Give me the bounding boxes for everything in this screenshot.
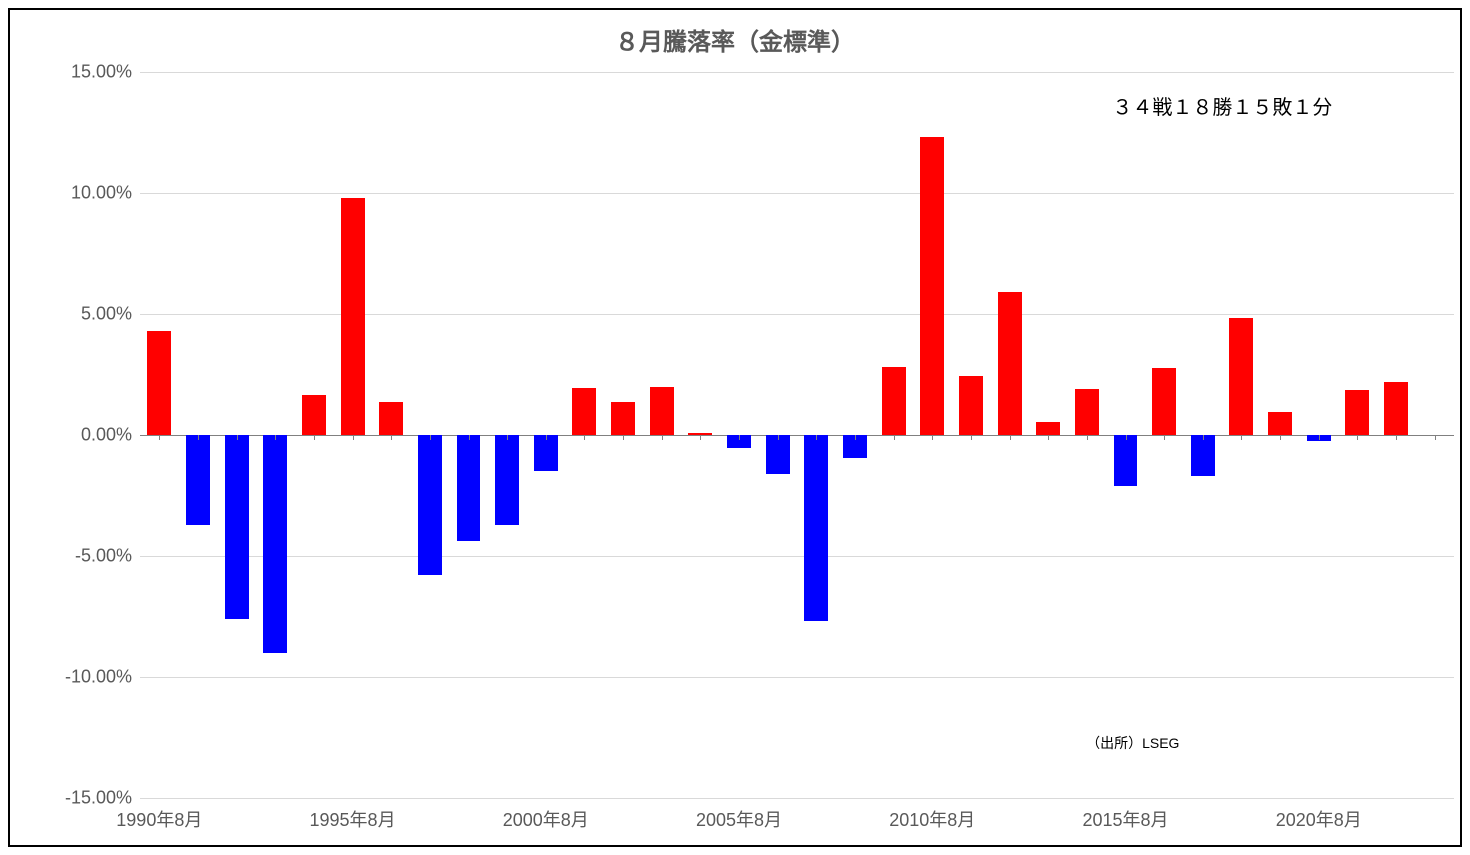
bar bbox=[804, 435, 828, 621]
x-tick bbox=[198, 435, 199, 440]
bar bbox=[766, 435, 790, 474]
x-tick-label: 2000年8月 bbox=[503, 798, 589, 832]
x-tick bbox=[662, 435, 663, 440]
y-tick-label: 0.00% bbox=[81, 425, 140, 446]
x-tick bbox=[1435, 435, 1436, 440]
x-tick bbox=[159, 435, 160, 440]
x-tick bbox=[353, 435, 354, 440]
x-tick-label: 1990年8月 bbox=[116, 798, 202, 832]
y-tick-label: 5.00% bbox=[81, 304, 140, 325]
x-tick bbox=[700, 435, 701, 440]
y-tick-label: 10.00% bbox=[71, 183, 140, 204]
bar bbox=[1114, 435, 1138, 486]
x-tick bbox=[1164, 435, 1165, 440]
bar bbox=[572, 388, 596, 435]
bar bbox=[186, 435, 210, 525]
bar bbox=[534, 435, 558, 471]
bar bbox=[650, 387, 674, 435]
x-tick bbox=[314, 435, 315, 440]
chart-frame: ８月騰落率（金標準） ３４戦１８勝１５敗１分 （出所）LSEG 15.00%10… bbox=[8, 8, 1462, 847]
x-tick bbox=[1396, 435, 1397, 440]
gridline bbox=[140, 72, 1454, 73]
bar bbox=[1229, 318, 1253, 435]
bar bbox=[1075, 389, 1099, 435]
x-tick bbox=[894, 435, 895, 440]
x-tick bbox=[739, 435, 740, 440]
chart-title: ８月騰落率（金標準） bbox=[10, 22, 1460, 57]
x-tick bbox=[971, 435, 972, 440]
bar bbox=[611, 402, 635, 435]
bar bbox=[1268, 412, 1292, 435]
bar bbox=[1345, 390, 1369, 435]
x-tick-label: 2010年8月 bbox=[889, 798, 975, 832]
bar bbox=[1191, 435, 1215, 476]
bar bbox=[998, 292, 1022, 435]
bar bbox=[457, 435, 481, 541]
x-tick bbox=[623, 435, 624, 440]
y-tick-label: -10.00% bbox=[65, 667, 140, 688]
bar bbox=[882, 367, 906, 435]
x-tick bbox=[1126, 435, 1127, 440]
bar bbox=[225, 435, 249, 619]
x-tick bbox=[275, 435, 276, 440]
x-tick bbox=[584, 435, 585, 440]
x-tick bbox=[1241, 435, 1242, 440]
x-tick bbox=[237, 435, 238, 440]
x-tick bbox=[1010, 435, 1011, 440]
x-tick bbox=[855, 435, 856, 440]
gridline bbox=[140, 556, 1454, 557]
x-tick-label: 2015年8月 bbox=[1082, 798, 1168, 832]
x-tick bbox=[1048, 435, 1049, 440]
x-tick bbox=[1357, 435, 1358, 440]
x-tick bbox=[546, 435, 547, 440]
chart-source-note: （出所）LSEG bbox=[1086, 733, 1179, 753]
gridline bbox=[140, 677, 1454, 678]
x-tick bbox=[778, 435, 779, 440]
gridline bbox=[140, 314, 1454, 315]
bar bbox=[418, 435, 442, 575]
bar bbox=[1036, 422, 1060, 435]
x-tick bbox=[391, 435, 392, 440]
x-tick bbox=[932, 435, 933, 440]
x-tick bbox=[430, 435, 431, 440]
x-tick-label: 1995年8月 bbox=[310, 798, 396, 832]
x-tick bbox=[816, 435, 817, 440]
bar bbox=[147, 331, 171, 435]
x-tick bbox=[469, 435, 470, 440]
bar bbox=[495, 435, 519, 525]
y-tick-label: 15.00% bbox=[71, 62, 140, 83]
bar bbox=[920, 137, 944, 435]
x-tick bbox=[1087, 435, 1088, 440]
bar bbox=[263, 435, 287, 653]
bar bbox=[302, 395, 326, 435]
x-tick bbox=[507, 435, 508, 440]
plot-area: ３４戦１８勝１５敗１分 （出所）LSEG 15.00%10.00%5.00%0.… bbox=[140, 72, 1454, 798]
bar bbox=[1152, 368, 1176, 435]
bar bbox=[341, 198, 365, 435]
chart-annotation-record: ３４戦１８勝１５敗１分 bbox=[1112, 91, 1332, 120]
bar bbox=[379, 402, 403, 435]
gridline bbox=[140, 193, 1454, 194]
bar bbox=[1384, 382, 1408, 435]
x-tick bbox=[1319, 435, 1320, 440]
x-tick bbox=[1203, 435, 1204, 440]
bar bbox=[959, 376, 983, 435]
x-tick-label: 2020年8月 bbox=[1276, 798, 1362, 832]
x-tick-label: 2005年8月 bbox=[696, 798, 782, 832]
x-tick bbox=[1280, 435, 1281, 440]
zero-line bbox=[140, 435, 1454, 436]
y-tick-label: -5.00% bbox=[75, 546, 140, 567]
